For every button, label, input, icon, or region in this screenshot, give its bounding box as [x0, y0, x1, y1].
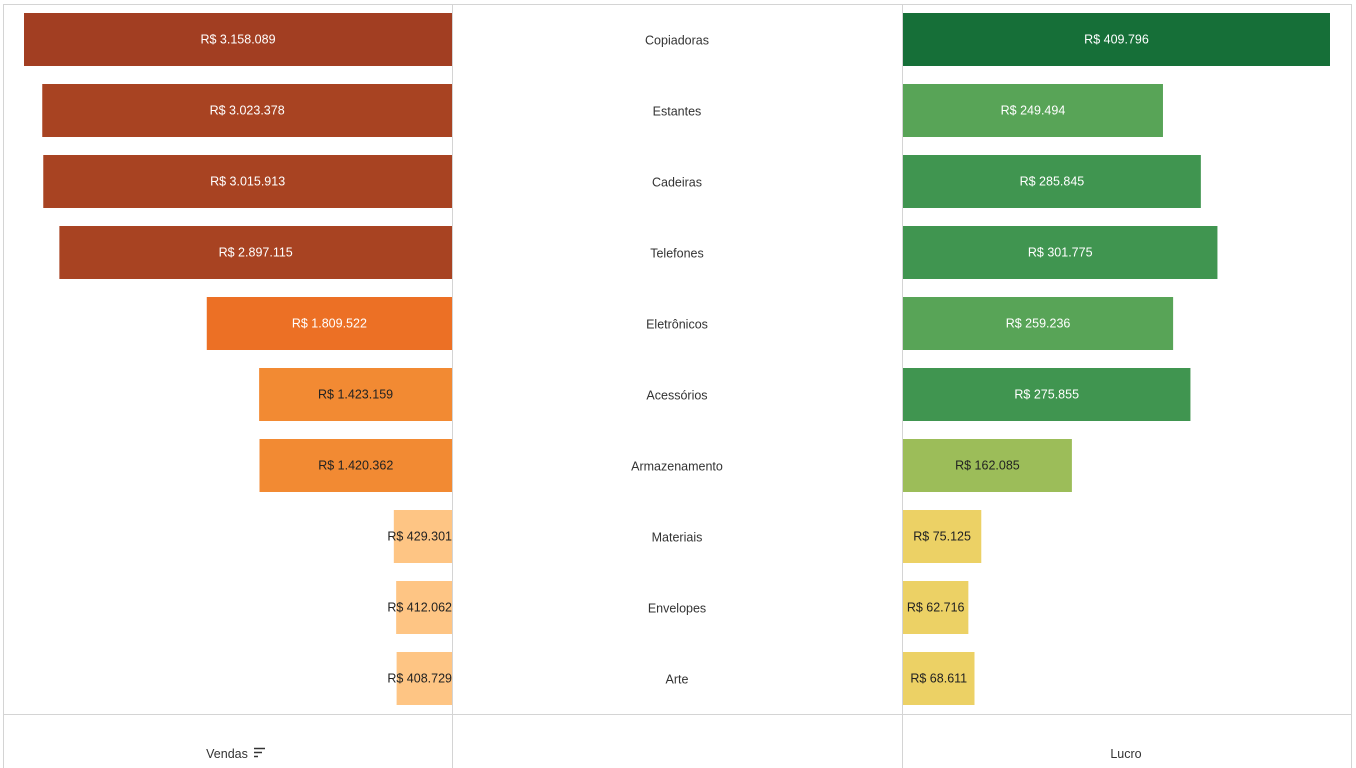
lucro-bar[interactable]	[903, 155, 1201, 208]
lucro-data-label: R$ 75.125	[913, 530, 971, 544]
sort-descending-icon[interactable]	[254, 747, 265, 758]
chart-frame	[3, 4, 1352, 768]
vendas-data-label: R$ 1.809.522	[292, 317, 367, 331]
lucro-bar[interactable]	[903, 226, 1218, 279]
category-label[interactable]: Arte	[666, 673, 689, 687]
axis-titles: Vendas Lucro	[206, 747, 1142, 761]
category-label[interactable]: Materiais	[652, 531, 703, 545]
lucro-bar[interactable]	[903, 84, 1163, 137]
vendas-bar[interactable]	[396, 581, 452, 634]
vendas-bar[interactable]	[259, 439, 452, 492]
vendas-axis-title[interactable]: Vendas	[206, 747, 248, 761]
lucro-data-label: R$ 62.716	[907, 601, 965, 615]
vendas-bar[interactable]	[43, 155, 452, 208]
vendas-data-label: R$ 3.015.913	[210, 175, 285, 189]
lucro-bar[interactable]	[903, 510, 982, 563]
lucro-axis-title[interactable]: Lucro	[1110, 747, 1141, 761]
lucro-data-label: R$ 68.611	[910, 672, 967, 686]
category-labels: Copiadoras Estantes Cadeiras Telefones Eletr…	[631, 34, 723, 687]
lucro-data-label: R$ 275.855	[1014, 388, 1079, 402]
lucro-data-label: R$ 259.236	[1006, 317, 1071, 331]
category-label[interactable]: Copiadoras	[645, 34, 709, 48]
vendas-bar[interactable]	[206, 297, 452, 350]
vendas-bars: R$ 3.158.089 R$ 3.023.378 R$ 3.015.913 R$ 2…	[24, 13, 452, 705]
vendas-bar[interactable]	[24, 13, 452, 66]
lucro-data-label: R$ 409.796	[1084, 33, 1149, 47]
category-label[interactable]: Envelopes	[648, 602, 706, 616]
vendas-bar[interactable]	[393, 510, 452, 563]
lucro-bar[interactable]	[903, 297, 1174, 350]
category-label[interactable]: Acessórios	[646, 389, 707, 403]
vendas-bar[interactable]	[396, 652, 452, 705]
vendas-data-label: R$ 3.158.089	[200, 33, 275, 47]
vendas-data-label: R$ 408.729	[387, 672, 452, 686]
vendas-bar[interactable]	[259, 368, 452, 421]
category-label[interactable]: Estantes	[653, 105, 702, 119]
lucro-data-label: R$ 285.845	[1020, 175, 1085, 189]
lucro-bar[interactable]	[903, 439, 1072, 492]
lucro-data-label: R$ 162.085	[955, 459, 1020, 473]
vendas-data-label: R$ 3.023.378	[210, 104, 285, 118]
vendas-data-label: R$ 2.897.115	[219, 246, 293, 260]
category-label[interactable]: Cadeiras	[652, 176, 702, 190]
lucro-bar[interactable]	[903, 581, 969, 634]
vendas-data-label: R$ 1.423.159	[318, 388, 393, 402]
lucro-bars: R$ 409.796 R$ 249.494 R$ 285.845 R$ 301.775…	[903, 13, 1330, 705]
vendas-data-label: R$ 1.420.362	[318, 459, 393, 473]
lucro-bar[interactable]	[903, 652, 975, 705]
vendas-data-label: R$ 429.301	[387, 530, 452, 544]
category-label[interactable]: Eletrônicos	[646, 318, 708, 332]
vendas-bar[interactable]	[59, 226, 452, 279]
vendas-bar[interactable]	[42, 84, 452, 137]
category-label[interactable]: Armazenamento	[631, 460, 723, 474]
lucro-bar[interactable]	[903, 13, 1330, 66]
lucro-bar[interactable]	[903, 368, 1191, 421]
lucro-data-label: R$ 301.775	[1028, 246, 1093, 260]
category-label[interactable]: Telefones	[650, 247, 704, 261]
vendas-data-label: R$ 412.062	[387, 601, 452, 615]
lucro-data-label: R$ 249.494	[1001, 104, 1066, 118]
